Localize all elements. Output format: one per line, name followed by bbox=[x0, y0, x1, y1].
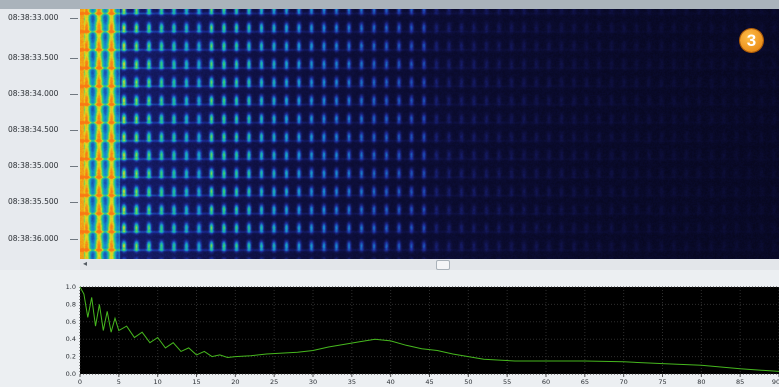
time-label: 08:38:33.000 bbox=[8, 13, 70, 22]
x-tick-label: 70 bbox=[620, 378, 628, 386]
x-tick-label: 15 bbox=[192, 378, 200, 386]
autocorrelation-chart[interactable]: 0.0 0.2 0.4 0.6 0.8 1.0 0 5 10 15 20 25 30 35 40 45 50 5… bbox=[0, 270, 779, 387]
x-axis-ticks: 0 5 10 15 20 25 30 35 40 45 50 55 60 65 70 75 80 85 90 bbox=[78, 374, 779, 386]
x-tick-label: 0 bbox=[78, 378, 82, 386]
y-tick-label: 0.8 bbox=[66, 300, 76, 308]
spectrogram-panel: 08:38:33.000 08:38:33.500 08:38:34.000 0… bbox=[0, 9, 779, 270]
scroll-left-arrow-icon[interactable]: ◂ bbox=[83, 260, 87, 268]
step-number-badge: 3 bbox=[740, 29, 763, 52]
y-tick-label: 1.0 bbox=[66, 283, 76, 291]
y-tick-label: 0.2 bbox=[66, 353, 76, 361]
horizontal-scrollbar[interactable]: ◂ bbox=[80, 259, 779, 270]
time-label: 08:38:34.000 bbox=[8, 89, 70, 98]
x-tick-label: 80 bbox=[697, 378, 705, 386]
x-tick-label: 5 bbox=[117, 378, 121, 386]
time-tick bbox=[70, 18, 78, 19]
time-tick bbox=[70, 94, 78, 95]
x-tick-label: 45 bbox=[425, 378, 433, 386]
x-tick-label: 75 bbox=[658, 378, 666, 386]
time-label: 08:38:34.500 bbox=[8, 125, 70, 134]
x-tick-label: 25 bbox=[270, 378, 278, 386]
time-tick bbox=[70, 239, 78, 240]
time-tick bbox=[70, 58, 78, 59]
time-label: 08:38:36.000 bbox=[8, 234, 70, 243]
x-tick-label: 85 bbox=[736, 378, 744, 386]
x-tick-label: 35 bbox=[348, 378, 356, 386]
window-top-bar bbox=[0, 0, 779, 9]
plot-background bbox=[80, 287, 779, 374]
time-label: 08:38:35.500 bbox=[8, 197, 70, 206]
x-tick-label: 60 bbox=[542, 378, 550, 386]
y-tick-label: 0.6 bbox=[66, 318, 76, 326]
time-axis: 08:38:33.000 08:38:33.500 08:38:34.000 0… bbox=[0, 9, 80, 270]
time-tick bbox=[70, 202, 78, 203]
scrollbar-thumb[interactable] bbox=[436, 260, 450, 270]
x-tick-label: 20 bbox=[231, 378, 239, 386]
y-tick-label: 0.0 bbox=[66, 370, 76, 378]
x-tick-label: 90 bbox=[772, 378, 779, 386]
x-tick-label: 65 bbox=[581, 378, 589, 386]
time-label: 08:38:33.500 bbox=[8, 53, 70, 62]
time-tick bbox=[70, 166, 78, 167]
y-axis-ticks: 0.0 0.2 0.4 0.6 0.8 1.0 bbox=[66, 283, 76, 378]
spectrogram-heatmap[interactable] bbox=[80, 9, 779, 259]
time-label: 08:38:35.000 bbox=[8, 161, 70, 170]
x-tick-label: 40 bbox=[387, 378, 395, 386]
x-tick-label: 55 bbox=[503, 378, 511, 386]
x-tick-label: 10 bbox=[154, 378, 162, 386]
x-tick-label: 50 bbox=[464, 378, 472, 386]
x-tick-label: 30 bbox=[309, 378, 317, 386]
y-tick-label: 0.4 bbox=[66, 335, 76, 343]
time-tick bbox=[70, 130, 78, 131]
autocorrelation-panel: 0.0 0.2 0.4 0.6 0.8 1.0 0 5 10 15 20 25 30 35 40 45 50 5… bbox=[0, 270, 779, 387]
